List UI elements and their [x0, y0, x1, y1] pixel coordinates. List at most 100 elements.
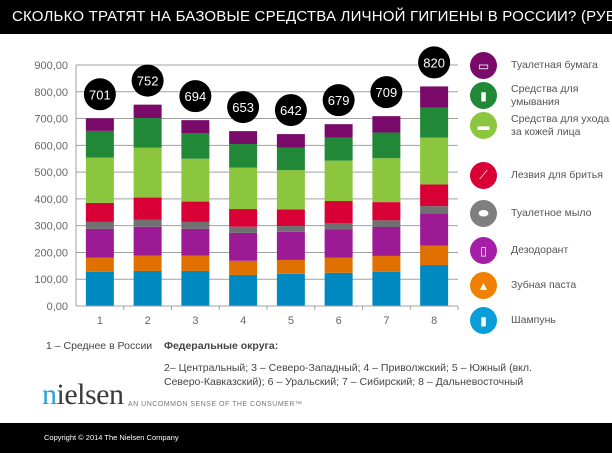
y-tick-label: 0,00 — [47, 301, 68, 313]
bar-segment — [420, 265, 449, 306]
bar-segment — [372, 271, 401, 306]
x-tick-label: 5 — [288, 315, 294, 327]
bar-segment — [181, 158, 210, 202]
bar-segment — [133, 197, 162, 220]
x-tick-label: 2 — [145, 315, 151, 327]
bar-segment — [181, 228, 210, 256]
legend-item: ▮ Шампунь — [470, 307, 611, 334]
legend-item: ▯ Дезодорант — [470, 237, 611, 264]
bar-segment — [372, 116, 401, 133]
bar-segment — [420, 206, 449, 214]
bar-segment — [276, 273, 305, 306]
bar-segment — [420, 184, 449, 207]
bar-segment — [420, 245, 449, 266]
bar-segment — [229, 209, 258, 227]
copyright: Copyright © 2014 The Nielsen Company — [44, 433, 179, 442]
bar-segment — [420, 107, 449, 138]
bar-segment — [85, 157, 114, 203]
stacked-bar-chart: 0,00 100,00 200,00 300,00 400,00 500,00 600,00… — [34, 46, 459, 327]
tube-icon: ▮ — [470, 82, 497, 109]
y-tick-label: 600,00 — [34, 140, 68, 152]
total-bubble — [370, 76, 403, 109]
footer: Copyright © 2014 The Nielsen Company — [0, 423, 612, 453]
bar-segment — [420, 86, 449, 108]
total-bubble — [131, 64, 164, 97]
legend-label: Зубная паста — [511, 279, 577, 291]
x-tick-label: 6 — [336, 315, 342, 327]
bar-segment — [324, 124, 353, 138]
bar-segment — [276, 147, 305, 171]
legend-label: Туалетная бумага — [511, 59, 598, 71]
bar-segment — [85, 130, 114, 158]
bar-segment — [324, 272, 353, 306]
x-tick-label: 7 — [383, 315, 389, 327]
bar-segment — [372, 255, 401, 272]
total-label: 709 — [376, 85, 398, 100]
title-bar: СКОЛЬКО ТРАТЯТ НА БАЗОВЫЕ СРЕДСТВА ЛИЧНО… — [0, 0, 612, 34]
bar-segment — [324, 201, 353, 223]
legend-item: ⬬ Туалетное мыло — [470, 200, 611, 227]
bar-segment — [133, 118, 162, 148]
y-tick-label: 100,00 — [34, 274, 68, 286]
total-label: 679 — [328, 93, 350, 108]
legend-label: Туалетное мыло — [511, 207, 592, 219]
toilet-paper-icon: ▭ — [470, 52, 497, 79]
bar-segment — [133, 255, 162, 271]
total-bubble — [274, 94, 307, 127]
bar-segment — [133, 104, 162, 119]
total-label: 820 — [423, 55, 445, 70]
bar-segment — [229, 131, 258, 144]
y-tick-label: 500,00 — [34, 167, 68, 179]
legend-label: Лезвия для бритья — [511, 169, 603, 181]
x-tick-label: 4 — [240, 315, 246, 327]
legend-item: ⟋ Лезвия для бритья — [470, 162, 611, 189]
bar-segment — [85, 118, 114, 131]
bar-segment — [229, 274, 258, 306]
bar-segment — [324, 229, 353, 258]
bar-segment — [181, 221, 210, 229]
bar-segment — [276, 231, 305, 260]
total-label: 694 — [185, 89, 207, 104]
y-tick-label: 900,00 — [34, 60, 68, 72]
bar-segment — [372, 132, 401, 159]
bar-segment — [181, 120, 210, 134]
x-tick-label: 8 — [431, 315, 437, 327]
legend-item: ▭ Туалетная бумага — [470, 52, 611, 79]
cream-jar-icon: ▬ — [470, 112, 497, 139]
y-tick-label: 400,00 — [34, 194, 68, 206]
chart-title: СКОЛЬКО ТРАТЯТ НА БАЗОВЫЕ СРЕДСТВА ЛИЧНО… — [12, 8, 612, 25]
total-label: 752 — [137, 74, 159, 89]
bar-segment — [229, 232, 258, 261]
bar-segment — [420, 137, 449, 185]
y-tick-label: 200,00 — [34, 247, 68, 259]
razor-icon: ⟋ — [470, 162, 497, 189]
bar-segment — [85, 257, 114, 272]
soap-icon: ⬬ — [470, 200, 497, 227]
bar-segment — [324, 160, 353, 202]
bar-segment — [133, 226, 162, 256]
bar-segment — [420, 213, 449, 246]
bar-segment — [85, 221, 114, 229]
deodorant-icon: ▯ — [470, 237, 497, 264]
bar-segment — [181, 133, 210, 159]
bar-segment — [229, 226, 258, 233]
total-bubble — [179, 80, 212, 113]
y-tick-label: 800,00 — [34, 87, 68, 99]
bar-segment — [276, 134, 305, 148]
bar-segment — [372, 202, 401, 221]
total-bubble — [418, 46, 451, 79]
bar-segment — [372, 227, 401, 256]
bar-segment — [324, 257, 353, 273]
note-districts-line2: Северо-Кавказский); 6 – Уральский; 7 – С… — [164, 376, 524, 388]
bar-segment — [229, 143, 258, 168]
legend-label: Дезодорант — [511, 244, 569, 256]
bar-segment — [276, 209, 305, 226]
x-tick-label: 3 — [192, 315, 198, 327]
bar-segment — [229, 260, 258, 275]
bar-segment — [372, 158, 401, 203]
legend-item: ▲ Зубная паста — [470, 272, 611, 299]
total-bubble — [227, 91, 260, 124]
total-bubble — [83, 78, 116, 111]
total-label: 653 — [232, 100, 254, 115]
total-label: 642 — [280, 103, 302, 118]
